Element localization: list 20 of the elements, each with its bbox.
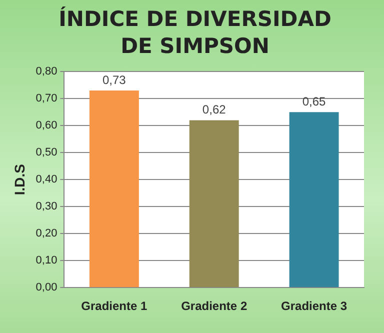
y-tick-label: 0,40	[36, 174, 58, 186]
data-label: 0,73	[102, 72, 126, 87]
y-tick-label: 0,50	[36, 146, 58, 159]
bar	[189, 120, 239, 288]
bar	[89, 90, 139, 288]
x-tick-label: Gradiente 1	[81, 299, 148, 314]
bar	[289, 112, 339, 288]
y-tick-label: 0,10	[36, 254, 58, 267]
y-tick-label: 0,20	[36, 228, 58, 240]
y-tick-label: 0,70	[36, 92, 58, 105]
x-tick-label: Gradiente 2	[181, 299, 248, 314]
data-label: 0,62	[202, 102, 226, 117]
y-tick-label: 0,00	[36, 282, 58, 294]
chart-title: ÍNDICE DE DIVERSIDAD DE SIMPSON	[58, 6, 332, 60]
y-tick-label: 0,60	[36, 120, 58, 132]
y-tick-label: 0,80	[36, 66, 58, 78]
data-label: 0,65	[302, 94, 326, 108]
x-tick-label: Gradiente 3	[281, 299, 348, 314]
y-tick-label: 0,30	[36, 200, 58, 213]
y-axis-title: I.D.S	[11, 164, 28, 196]
